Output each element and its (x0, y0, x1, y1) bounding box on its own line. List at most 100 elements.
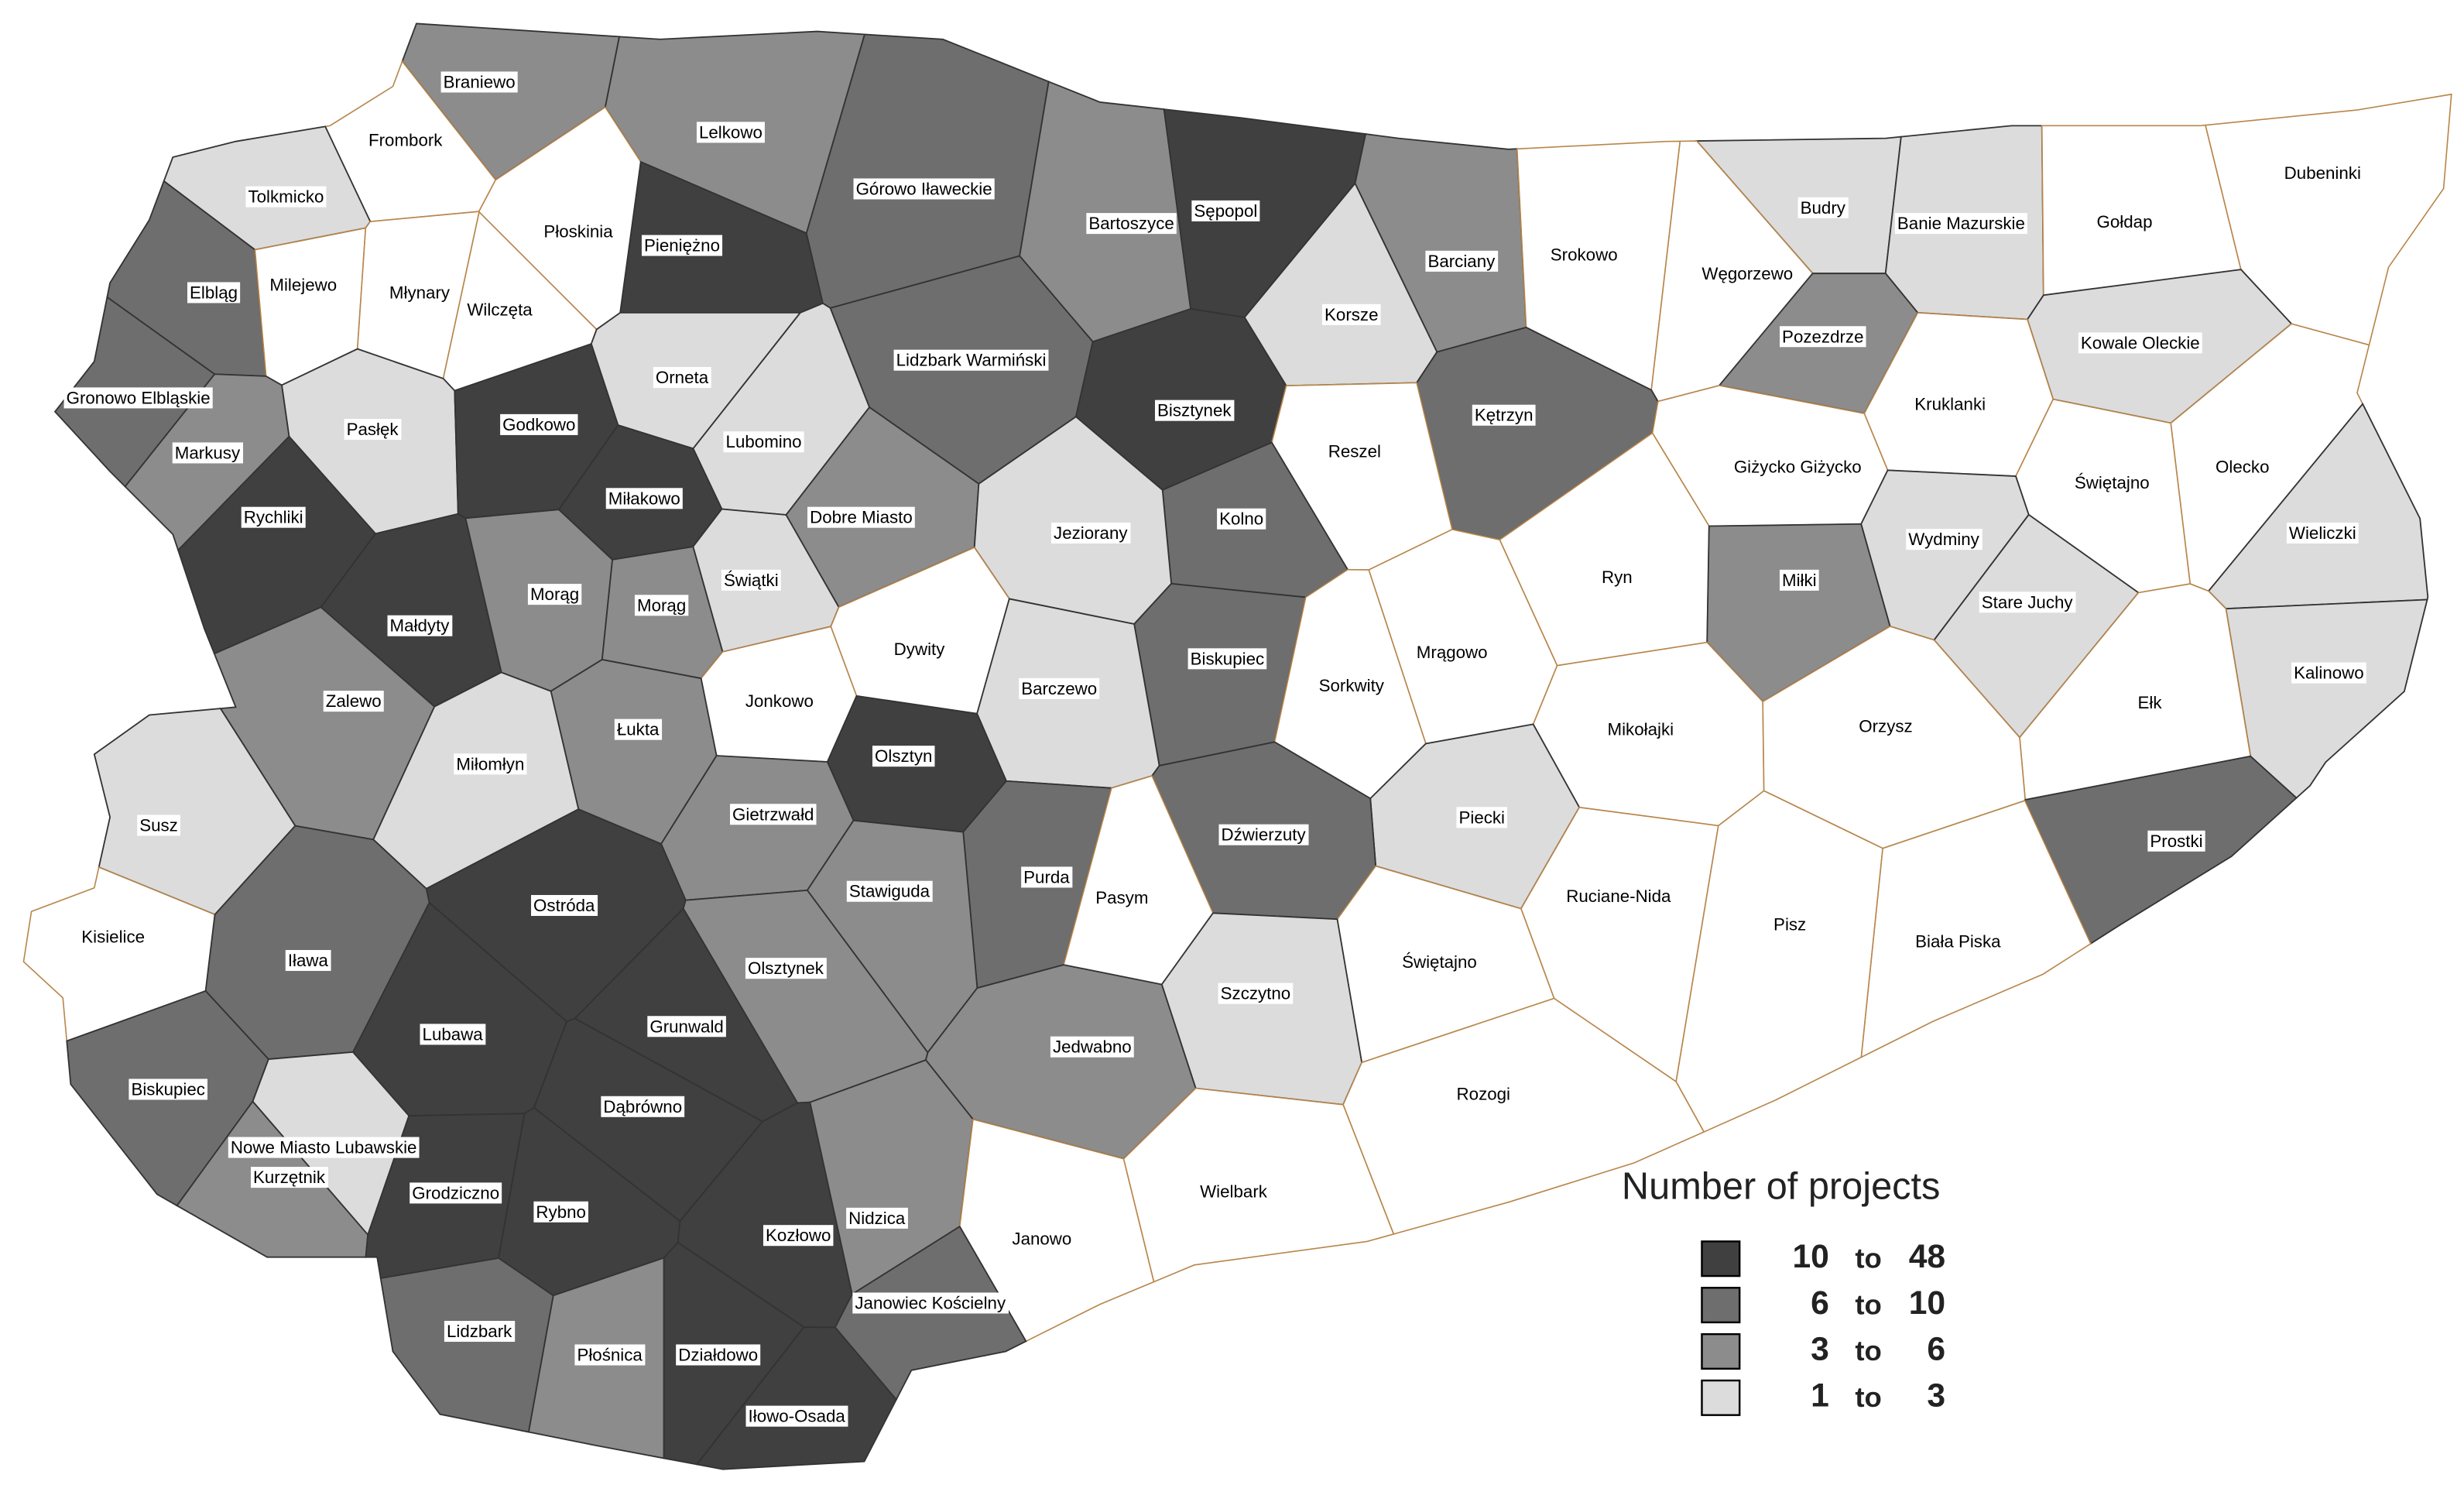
region-label: Płoskinia (543, 221, 613, 241)
label-background (1086, 213, 1177, 235)
region-label: Rozogi (1457, 1085, 1510, 1104)
legend-max: 6 (1927, 1331, 1945, 1368)
region-label: Działdowo (678, 1345, 758, 1364)
region-label: Nowe Miasto Lubawskie (231, 1138, 417, 1157)
region-label: Ełk (2138, 693, 2163, 712)
label-background (1779, 569, 1819, 591)
region-label: Młynary (389, 283, 451, 302)
region-label: Dobre Miasto (810, 508, 913, 527)
region-label: Wielbark (1200, 1181, 1268, 1201)
label-background (1217, 508, 1266, 530)
label-background (420, 1024, 486, 1045)
label-background (729, 804, 817, 825)
region-label: Kalinowo (2294, 664, 2364, 683)
label-background (386, 282, 453, 304)
region-label: Małdyty (390, 616, 451, 636)
region (379, 1257, 554, 1433)
label-background (605, 488, 683, 509)
region-label: Dźwierzuty (1222, 825, 1307, 845)
region-label: Dywity (894, 640, 946, 659)
label-background (444, 1321, 516, 1343)
label-background (1780, 326, 1866, 348)
label-background (365, 129, 446, 151)
region-label: Szczytno (1221, 984, 1291, 1003)
label-background (1913, 931, 2004, 952)
label-background (1019, 677, 1100, 699)
region-label: Świątki (724, 571, 779, 590)
label-background (1198, 1181, 1270, 1202)
region-label: Miłki (1782, 571, 1817, 590)
label-background (440, 71, 518, 93)
label-background (1454, 1083, 1513, 1105)
label-background (129, 1079, 208, 1100)
legend-min: 3 (1811, 1331, 1829, 1368)
label-background (1414, 642, 1490, 664)
label-background (1699, 263, 1796, 285)
label-background (807, 506, 915, 528)
region-label: Pasłęk (347, 420, 399, 439)
label-background (533, 1201, 588, 1223)
region-label: Iłowo-Osada (749, 1407, 846, 1426)
label-background (1856, 715, 1915, 737)
region-label: Stawiguda (849, 882, 930, 901)
region-label: Pieniężno (644, 236, 720, 256)
region-label: Rychliki (244, 508, 303, 527)
region (1860, 800, 2092, 1058)
label-background (1456, 807, 1508, 828)
region (695, 1326, 897, 1470)
label-background (2078, 332, 2202, 354)
region-label: Lelkowo (699, 122, 763, 142)
region-label: Płośnica (577, 1345, 643, 1364)
region-label: Giżycko Giżycko (1734, 458, 1862, 477)
region-label: Ryn (1602, 568, 1633, 587)
region-label: Wieliczki (2289, 523, 2356, 543)
label-background (1400, 952, 1479, 973)
label-background (763, 1225, 834, 1247)
label-background (241, 506, 306, 528)
label-background (323, 691, 384, 712)
legend-min: 6 (1811, 1284, 1829, 1322)
region-label: Kisielice (81, 928, 145, 947)
region-label: Miłomłyn (456, 754, 524, 773)
label-background (1771, 914, 1809, 935)
region-label: Górowo Iławeckie (856, 179, 992, 198)
label-background (853, 178, 995, 200)
region-label: Kolno (1219, 509, 1263, 529)
region-label: Lidzbark (447, 1322, 512, 1341)
region-label: Kurzętnik (253, 1168, 326, 1187)
region-label: Świętajno (1402, 952, 1477, 972)
label-background (245, 186, 327, 207)
region-label: Gołdap (2097, 212, 2153, 231)
label-background (250, 1167, 328, 1188)
label-background (852, 1292, 1009, 1314)
legend-swatch (1701, 1287, 1741, 1324)
region-label: Tolkmicko (248, 187, 324, 207)
legend-connector: to (1855, 1335, 1881, 1367)
label-background (2094, 211, 2155, 233)
region-label: Łukta (617, 720, 660, 739)
label-background (2147, 830, 2205, 852)
label-background (1979, 592, 2076, 613)
label-background (696, 122, 765, 143)
label-background (676, 1344, 761, 1366)
region-label: Purda (1023, 867, 1070, 887)
region-label: Zalewo (326, 691, 382, 711)
label-background (1021, 866, 1073, 888)
region-label: Bisztynek (1157, 401, 1232, 420)
region-label: Korsze (1325, 305, 1378, 324)
label-background (531, 894, 598, 917)
label-background (527, 584, 582, 605)
legend-min: 1 (1811, 1377, 1829, 1415)
label-background (1187, 648, 1267, 670)
region-label: Węgorzewo (1701, 264, 1793, 283)
label-background (872, 746, 935, 767)
label-background (641, 235, 723, 256)
label-background (1051, 522, 1131, 544)
label-background (267, 274, 340, 296)
legend-max: 3 (1927, 1377, 1945, 1415)
label-background (742, 691, 816, 712)
region-label: Jeziorany (1054, 523, 1128, 543)
region-label: Srokowo (1551, 245, 1618, 265)
legend-max: 10 (1909, 1284, 1945, 1322)
label-background (344, 418, 402, 441)
